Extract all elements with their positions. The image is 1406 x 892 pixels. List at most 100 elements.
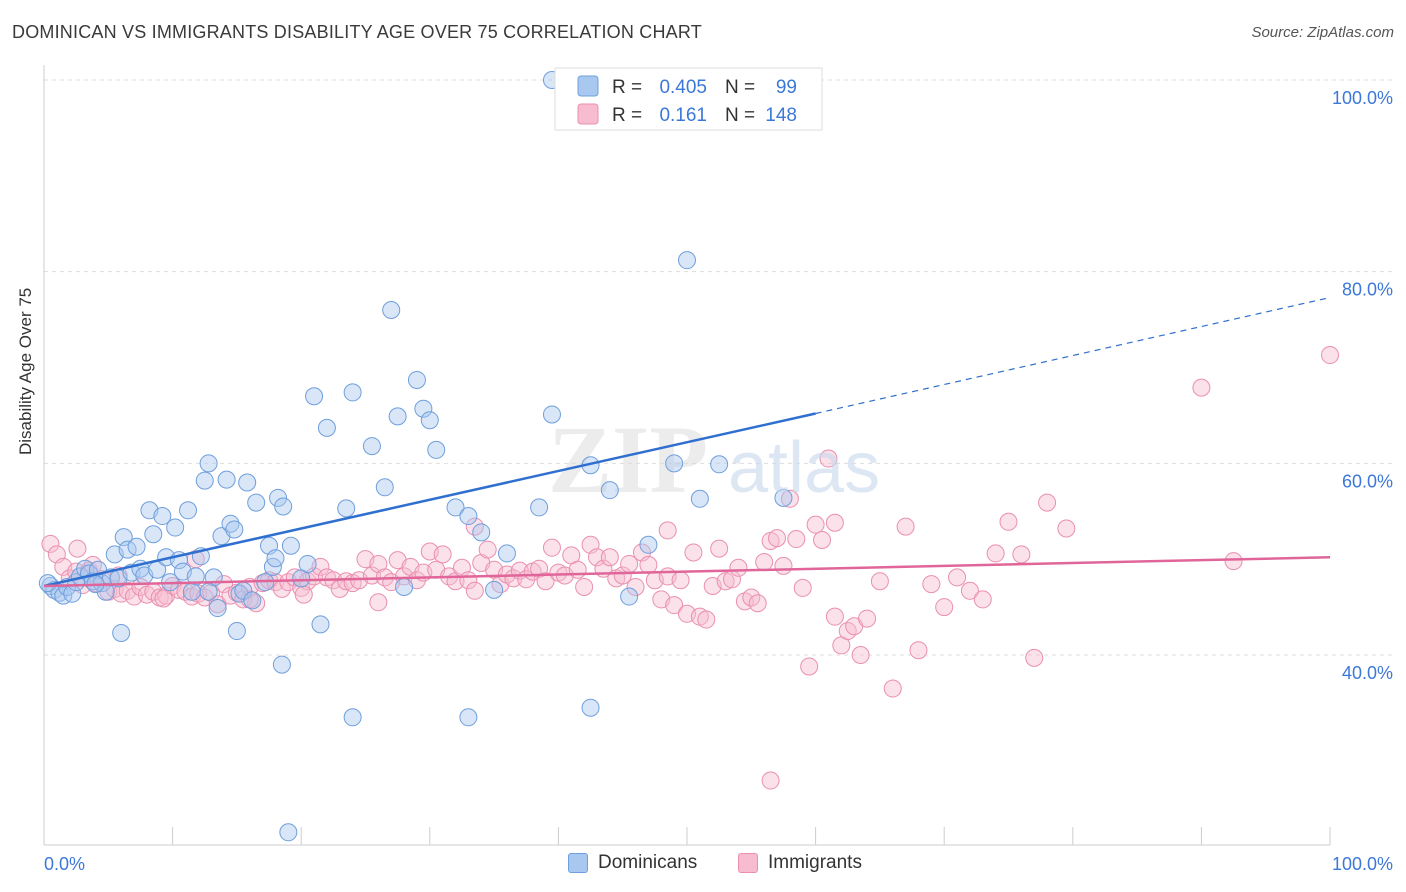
immigrants-point	[504, 569, 523, 588]
immigrants-point	[755, 553, 774, 572]
immigrants-point	[575, 577, 594, 596]
dominicans-point	[269, 488, 288, 507]
immigrants-point	[208, 595, 227, 614]
immigrants-point	[710, 539, 729, 558]
immigrants-point	[883, 679, 902, 698]
dominicans-point	[96, 582, 115, 601]
dominicans-point	[343, 383, 362, 402]
legend-item-immigrants[interactable]: Immigrants	[738, 852, 862, 874]
legend-box: R = 0.405 N = 99 R = 0.161 N = 148	[554, 67, 823, 131]
immigrants-point	[697, 610, 716, 629]
immigrants-point	[536, 572, 555, 591]
dominicans-point	[179, 501, 198, 520]
dominicans-point	[485, 580, 504, 599]
immigrants-point	[800, 657, 819, 676]
immigrants-point	[41, 534, 60, 553]
immigrants-point	[999, 512, 1018, 531]
dominicans-point	[362, 437, 381, 456]
axes	[43, 65, 1331, 846]
dominicans-point	[279, 823, 298, 842]
dominicans-point	[420, 411, 439, 430]
dominicans-point	[182, 582, 201, 601]
immigrants-point	[1038, 493, 1057, 512]
dominicans-point	[472, 523, 491, 542]
dominicans-point	[774, 488, 793, 507]
dominicans-point	[343, 708, 362, 727]
legend-label-dominicans: Dominicans	[598, 852, 698, 873]
dominicans-point	[227, 622, 246, 641]
immigrants-point	[684, 543, 703, 562]
dominicans-point	[195, 471, 214, 490]
trend-lines	[43, 296, 1331, 588]
immigrants-trend-line	[43, 556, 1331, 588]
dominicans-point	[530, 498, 549, 517]
dominicans-point	[665, 454, 684, 473]
immigrants-point	[716, 572, 735, 591]
dominicans-trend-line	[43, 412, 816, 588]
immigrants-point	[1012, 545, 1031, 564]
legend-r-label: R =	[612, 105, 642, 126]
dominicans-point	[542, 405, 561, 424]
immigrants-point	[858, 609, 877, 628]
y-tick-label: 60.0%	[1342, 471, 1393, 491]
dominicans-point	[247, 493, 266, 512]
immigrants-point	[1025, 648, 1044, 667]
dominicans-point	[92, 574, 111, 593]
legend-label-immigrants: Immigrants	[768, 852, 862, 873]
immigrants-point	[768, 529, 787, 548]
watermark-atlas: atlas	[728, 428, 880, 508]
source-label: Source: ZipAtlas.com	[1251, 24, 1394, 41]
gridlines	[44, 79, 1392, 656]
immigrants-point	[1321, 346, 1339, 365]
dominicans-swatch	[568, 853, 588, 873]
immigrants-point	[748, 594, 767, 613]
dominicans-point	[427, 440, 446, 459]
immigrants-point	[806, 515, 825, 534]
dominicans-point	[388, 407, 407, 426]
immigrants-point	[787, 530, 806, 549]
dominicans-point	[382, 301, 401, 319]
immigrants-point	[1057, 519, 1076, 538]
immigrants-point	[922, 575, 941, 594]
legend-n-label: N =	[725, 105, 755, 126]
x-tick-label: 100.0%	[1332, 854, 1393, 874]
dominicans-point	[144, 525, 163, 544]
immigrants-swatch	[738, 853, 758, 873]
dominicans-point	[266, 549, 285, 568]
dominicans-point	[298, 554, 317, 573]
legend-swatch	[577, 75, 599, 97]
dominicans-point	[199, 582, 218, 601]
legend-n-value: 148	[765, 105, 797, 126]
dominicans-point	[414, 399, 433, 418]
x-tick-label: 0.0%	[44, 854, 85, 874]
dominicans-point	[274, 497, 293, 516]
immigrants-point	[729, 558, 748, 577]
legend-r-label: R =	[612, 77, 642, 98]
dominicans-point	[395, 577, 414, 596]
y-tick-label: 80.0%	[1342, 280, 1393, 300]
immigrants-point	[154, 589, 173, 608]
y-tick-label: 100.0%	[1332, 88, 1393, 108]
tick-labels: 40.0% 60.0% 80.0% 100.0% 0.0% 100.0%	[44, 88, 1393, 874]
immigrants-point	[851, 646, 870, 664]
dominicans-point	[186, 567, 205, 586]
legend-item-dominicans[interactable]: Dominicans	[568, 852, 697, 874]
immigrants-point	[973, 590, 992, 609]
dominicans-point	[459, 507, 478, 526]
dominicans-point	[54, 586, 73, 605]
immigrants-point	[960, 581, 979, 600]
dominicans-point	[639, 535, 658, 554]
immigrants-point	[665, 596, 684, 615]
dominicans-point	[153, 507, 172, 526]
immigrants-point	[478, 540, 497, 559]
legend-r-value: 0.405	[659, 77, 707, 98]
immigrants-point	[600, 548, 619, 567]
dominicans-point	[317, 418, 336, 437]
dominicans-point	[225, 520, 244, 539]
dominicans-trend-extension	[815, 296, 1331, 415]
dominicans-point	[127, 537, 146, 556]
dominicans-point	[600, 481, 619, 500]
immigrants-point	[1224, 552, 1243, 571]
immigrants-point	[948, 568, 967, 587]
dominicans-point	[208, 599, 227, 618]
